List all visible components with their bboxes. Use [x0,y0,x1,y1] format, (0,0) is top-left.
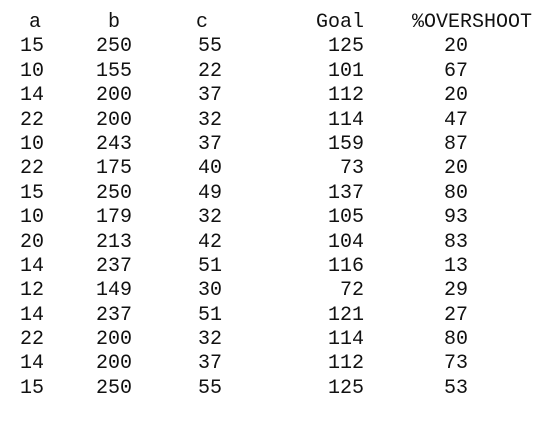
table-row: 10 243 37 159 87 [0,133,534,157]
cell-goal: 104 [327,230,364,254]
cell-b: 200 [95,108,132,132]
table-row: 15 250 55 125 53 [0,377,534,401]
table-row: 15 250 55 125 20 [0,35,534,59]
cell-b: 237 [95,303,132,327]
cell-b: 250 [95,35,132,59]
cell-overshoot: 13 [443,254,468,278]
cell-overshoot: 80 [443,181,468,205]
cell-overshoot: 20 [443,157,468,181]
cell-b: 155 [95,59,132,83]
cell-overshoot: 67 [443,59,468,83]
cell-c: 32 [197,206,222,230]
cell-goal: 73 [339,157,364,181]
cell-b: 250 [95,376,132,400]
cell-a: 14 [19,303,44,327]
cell-c: 37 [197,84,222,108]
cell-b: 243 [95,132,132,156]
cell-b: 250 [95,181,132,205]
table-row: 22 200 32 114 47 [0,109,534,133]
cell-b: 200 [95,84,132,108]
table-row: 10 155 22 101 67 [0,60,534,84]
cell-goal: 121 [327,303,364,327]
header-overshoot: %OVERSHOOT [411,11,532,34]
cell-c: 55 [197,35,222,59]
table-row: 22 200 32 114 80 [0,328,534,352]
cell-c: 22 [197,59,222,83]
table-row: 14 200 37 112 20 [0,84,534,108]
cell-goal: 114 [327,108,364,132]
cell-c: 32 [197,328,222,352]
cell-c: 30 [197,279,222,303]
cell-a: 22 [19,108,44,132]
cell-b: 200 [95,328,132,352]
cell-overshoot: 53 [443,376,468,400]
cell-overshoot: 73 [443,352,468,376]
cell-overshoot: 27 [443,303,468,327]
cell-a: 14 [19,352,44,376]
cell-goal: 137 [327,181,364,205]
cell-a: 10 [19,132,44,156]
cell-a: 20 [19,230,44,254]
table-row: 14 237 51 116 13 [0,255,534,279]
cell-goal: 112 [327,84,364,108]
cell-overshoot: 20 [443,35,468,59]
cell-overshoot: 93 [443,206,468,230]
header-goal: Goal [315,11,364,34]
cell-goal: 105 [327,206,364,230]
cell-a: 10 [19,206,44,230]
cell-goal: 112 [327,352,364,376]
header-b: b [107,11,120,34]
cell-a: 15 [19,376,44,400]
cell-c: 49 [197,181,222,205]
cell-overshoot: 87 [443,132,468,156]
table-header-row: a b c Goal %OVERSHOOT [0,11,534,35]
cell-a: 22 [19,328,44,352]
table-body: 15 250 55 125 20 10 155 22 101 67 14 200 37 112 20 22 20… [0,35,534,401]
cell-c: 40 [197,157,222,181]
cell-c: 37 [197,132,222,156]
table-row: 22 175 40 73 20 [0,157,534,181]
cell-goal: 101 [327,59,364,83]
cell-b: 175 [95,157,132,181]
header-a: a [28,11,41,34]
cell-c: 37 [197,352,222,376]
cell-c: 42 [197,230,222,254]
cell-a: 22 [19,157,44,181]
cell-goal: 116 [327,254,364,278]
cell-a: 14 [19,84,44,108]
cell-c: 51 [197,303,222,327]
cell-overshoot: 29 [443,279,468,303]
cell-a: 10 [19,59,44,83]
cell-c: 32 [197,108,222,132]
table-row: 12 149 30 72 29 [0,279,534,303]
cell-b: 149 [95,279,132,303]
cell-b: 200 [95,352,132,376]
cell-goal: 159 [327,132,364,156]
header-c: c [195,11,208,34]
cell-b: 237 [95,254,132,278]
table-row: 14 237 51 121 27 [0,304,534,328]
cell-goal: 125 [327,35,364,59]
cell-goal: 114 [327,328,364,352]
cell-c: 51 [197,254,222,278]
cell-a: 12 [19,279,44,303]
cell-a: 14 [19,254,44,278]
cell-b: 179 [95,206,132,230]
cell-b: 213 [95,230,132,254]
cell-overshoot: 80 [443,328,468,352]
cell-a: 15 [19,35,44,59]
cell-overshoot: 83 [443,230,468,254]
table-row: 15 250 49 137 80 [0,182,534,206]
cell-goal: 125 [327,376,364,400]
data-table: a b c Goal %OVERSHOOT 15 250 55 125 20 10 155 2… [0,11,534,401]
cell-a: 15 [19,181,44,205]
cell-overshoot: 20 [443,84,468,108]
table-row: 20 213 42 104 83 [0,231,534,255]
table-row: 10 179 32 105 93 [0,206,534,230]
cell-c: 55 [197,376,222,400]
cell-overshoot: 47 [443,108,468,132]
cell-goal: 72 [339,279,364,303]
table-row: 14 200 37 112 73 [0,352,534,376]
